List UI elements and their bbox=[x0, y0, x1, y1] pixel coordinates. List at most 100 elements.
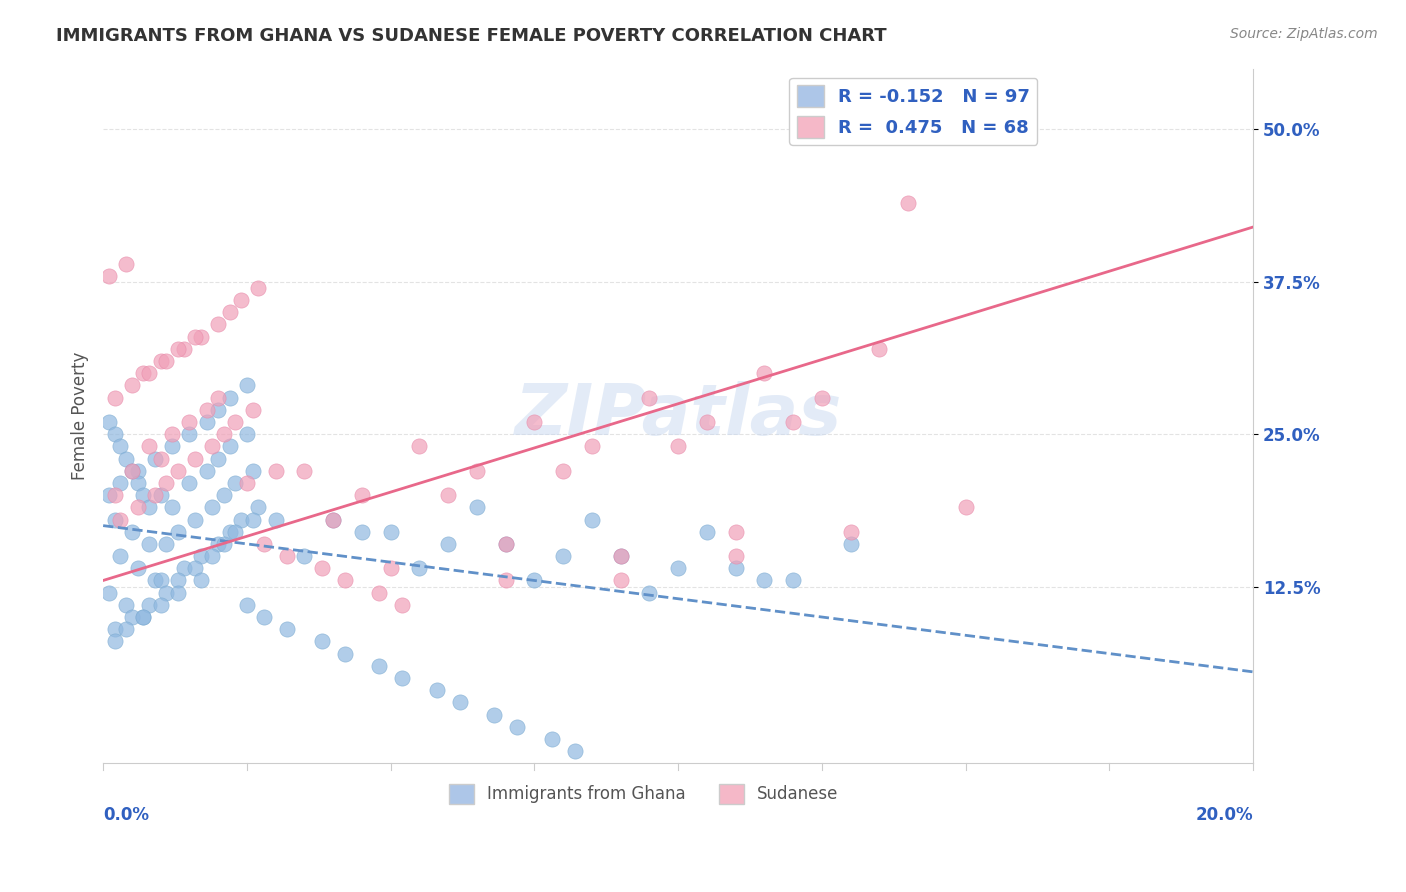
Point bbox=[143, 488, 166, 502]
Point bbox=[242, 402, 264, 417]
Point bbox=[207, 391, 229, 405]
Point bbox=[292, 549, 315, 563]
Point bbox=[97, 415, 120, 429]
Point bbox=[839, 537, 862, 551]
Point bbox=[782, 415, 804, 429]
Point bbox=[155, 475, 177, 490]
Point bbox=[132, 488, 155, 502]
Point bbox=[167, 574, 190, 588]
Point bbox=[724, 561, 747, 575]
Point bbox=[97, 585, 120, 599]
Point bbox=[897, 195, 920, 210]
Point bbox=[155, 585, 177, 599]
Point bbox=[236, 427, 259, 442]
Point bbox=[333, 647, 356, 661]
Point bbox=[666, 561, 689, 575]
Point bbox=[236, 598, 259, 612]
Point bbox=[190, 549, 212, 563]
Text: ZIPatlas: ZIPatlas bbox=[515, 382, 842, 450]
Point bbox=[236, 475, 259, 490]
Point bbox=[179, 415, 201, 429]
Point bbox=[97, 268, 120, 283]
Point bbox=[132, 366, 155, 380]
Point bbox=[311, 634, 333, 648]
Point bbox=[495, 537, 517, 551]
Point bbox=[121, 610, 143, 624]
Point bbox=[380, 561, 402, 575]
Point bbox=[350, 488, 373, 502]
Point bbox=[155, 354, 177, 368]
Y-axis label: Female Poverty: Female Poverty bbox=[72, 351, 89, 480]
Point bbox=[127, 464, 149, 478]
Point bbox=[253, 610, 276, 624]
Point bbox=[638, 391, 661, 405]
Point bbox=[231, 293, 253, 307]
Point bbox=[127, 561, 149, 575]
Point bbox=[811, 391, 834, 405]
Point bbox=[391, 671, 413, 685]
Point bbox=[666, 439, 689, 453]
Point bbox=[564, 744, 586, 758]
Point bbox=[121, 464, 143, 478]
Point bbox=[138, 500, 160, 515]
Point bbox=[247, 500, 270, 515]
Point bbox=[207, 402, 229, 417]
Point bbox=[276, 549, 298, 563]
Point bbox=[724, 524, 747, 539]
Point bbox=[155, 537, 177, 551]
Text: IMMIGRANTS FROM GHANA VS SUDANESE FEMALE POVERTY CORRELATION CHART: IMMIGRANTS FROM GHANA VS SUDANESE FEMALE… bbox=[56, 27, 887, 45]
Point bbox=[218, 391, 240, 405]
Point bbox=[160, 500, 183, 515]
Point bbox=[218, 524, 240, 539]
Point bbox=[495, 537, 517, 551]
Point bbox=[195, 402, 218, 417]
Point bbox=[581, 512, 603, 526]
Point bbox=[201, 439, 224, 453]
Point bbox=[110, 475, 132, 490]
Point bbox=[408, 439, 430, 453]
Point bbox=[167, 524, 190, 539]
Point bbox=[127, 475, 149, 490]
Point bbox=[110, 512, 132, 526]
Point bbox=[179, 427, 201, 442]
Point bbox=[149, 488, 172, 502]
Point bbox=[264, 464, 287, 478]
Point bbox=[839, 524, 862, 539]
Point bbox=[121, 524, 143, 539]
Point bbox=[121, 378, 143, 392]
Point bbox=[236, 378, 259, 392]
Point bbox=[104, 391, 127, 405]
Point bbox=[104, 488, 127, 502]
Point bbox=[115, 598, 138, 612]
Point bbox=[138, 598, 160, 612]
Point bbox=[115, 451, 138, 466]
Point bbox=[495, 574, 517, 588]
Text: Source: ZipAtlas.com: Source: ZipAtlas.com bbox=[1230, 27, 1378, 41]
Point bbox=[696, 415, 718, 429]
Point bbox=[322, 512, 344, 526]
Point bbox=[160, 439, 183, 453]
Point bbox=[97, 488, 120, 502]
Point bbox=[224, 475, 246, 490]
Point bbox=[190, 329, 212, 343]
Point bbox=[138, 366, 160, 380]
Point bbox=[195, 415, 218, 429]
Point bbox=[138, 439, 160, 453]
Point bbox=[167, 585, 190, 599]
Point bbox=[449, 695, 471, 709]
Point bbox=[127, 500, 149, 515]
Point bbox=[149, 451, 172, 466]
Point bbox=[253, 537, 276, 551]
Point bbox=[104, 512, 127, 526]
Legend: Immigrants from Ghana, Sudanese: Immigrants from Ghana, Sudanese bbox=[441, 777, 845, 811]
Point bbox=[184, 451, 207, 466]
Point bbox=[368, 658, 391, 673]
Point bbox=[465, 500, 488, 515]
Point bbox=[218, 439, 240, 453]
Point bbox=[212, 488, 235, 502]
Point bbox=[110, 439, 132, 453]
Point bbox=[782, 574, 804, 588]
Point bbox=[224, 415, 246, 429]
Point bbox=[391, 598, 413, 612]
Point bbox=[553, 549, 575, 563]
